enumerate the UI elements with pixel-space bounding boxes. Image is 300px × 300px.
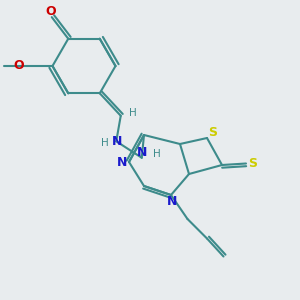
Text: N: N	[167, 195, 177, 208]
Text: N: N	[112, 135, 122, 148]
Text: N: N	[117, 155, 128, 169]
Text: S: S	[208, 126, 217, 139]
Text: H: H	[101, 138, 109, 148]
Text: N: N	[137, 146, 148, 159]
Text: S: S	[248, 157, 257, 170]
Text: H: H	[130, 108, 137, 118]
Text: O: O	[13, 59, 24, 72]
Text: O: O	[45, 5, 56, 18]
Text: H: H	[153, 149, 160, 159]
